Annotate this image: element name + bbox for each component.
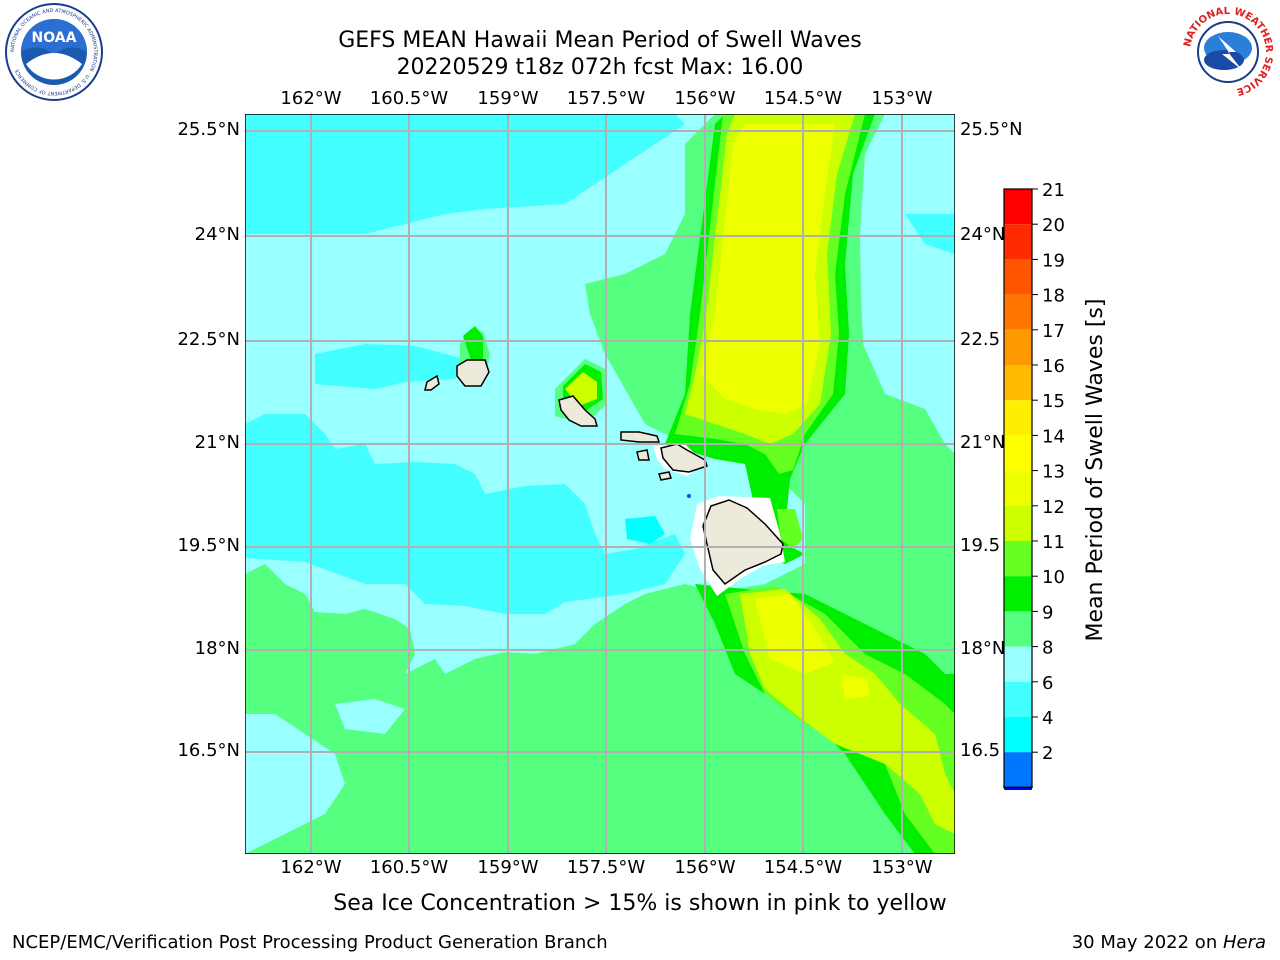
map-gridlines (245, 114, 955, 854)
lat-label: 25.5°N (960, 119, 1023, 140)
island-hawaii (702, 499, 784, 586)
colorbar-tick-label: 20 (1042, 215, 1065, 236)
lon-label: 154.5°W (763, 857, 843, 878)
colorbar-band (1004, 681, 1032, 717)
swell-period-map (245, 114, 955, 854)
lat-label: 19.5°N (177, 535, 240, 556)
colorbar-tick-label: 12 (1042, 497, 1065, 518)
lon-label: 159°W (477, 88, 539, 109)
fill-8-9 (335, 699, 405, 734)
lat-label: 16.5 (960, 740, 1001, 761)
fill-10-11 (463, 326, 483, 366)
colorbar-tick-label: 9 (1042, 602, 1053, 623)
fill-13-14 (840, 674, 870, 699)
lat-label: 24°N (960, 224, 1006, 245)
footer-left: NCEP/EMC/Verification Post Processing Pr… (12, 932, 608, 953)
colorbar-tick-label: 18 (1042, 286, 1065, 307)
lat-label: 19.5 (960, 535, 1001, 556)
lon-label: 156°W (674, 88, 736, 109)
colorbar-band (1004, 365, 1032, 401)
colorbar-tick-label: 10 (1042, 567, 1065, 588)
colorbar-tick-label: 4 (1042, 708, 1053, 729)
lon-label: 162°W (280, 88, 342, 109)
colorbar-band (1004, 259, 1032, 295)
lat-label: 24°N (194, 224, 240, 245)
island-lanai (636, 449, 650, 461)
nws-logo-icon: NATIONAL WEATHER SERVICE (1181, 5, 1275, 99)
footer-date: 30 May 2022 on (1071, 932, 1223, 953)
fill-13-14 (755, 594, 835, 674)
island-molokai (620, 431, 661, 443)
colorbar-band (1004, 189, 1032, 225)
fill-6-8 (315, 344, 465, 389)
colorbar-band (1004, 646, 1032, 682)
colorbar: 21 20 19 18 17 16 15 14 13 12 11 10 9 8 6 4 2 Mean Perio… (1003, 180, 1108, 790)
colorbar-tick-label: 6 (1042, 673, 1053, 694)
lon-label: 156°W (674, 857, 736, 878)
colorbar-tick-label: 2 (1042, 743, 1053, 764)
island-maui (660, 443, 708, 473)
island-niihau (424, 374, 440, 391)
noaa-logo-text: NOAA (32, 30, 77, 46)
lon-label: 153°W (871, 88, 933, 109)
colorbar-tick-label: 19 (1042, 250, 1065, 271)
colorbar-band (1004, 470, 1032, 506)
fill-6-8 (905, 214, 955, 254)
colorbar-band (1004, 329, 1032, 365)
lon-label: 162°W (280, 857, 342, 878)
island-kauai (456, 359, 490, 387)
colorbar-tick-label: 17 (1042, 321, 1065, 342)
island-oahu (558, 395, 598, 427)
colorbar-band (1004, 224, 1032, 260)
colorbar-frame (1003, 188, 1033, 789)
map-subtitle: 20220529 t18z 072h fcst Max: 16.00 (396, 55, 804, 80)
colorbar-label: Mean Period of Swell Waves [s] (1083, 299, 1108, 642)
map-title: GEFS MEAN Hawaii Mean Period of Swell Wa… (338, 28, 862, 53)
lon-label: 157.5°W (566, 88, 646, 109)
sea-ice-caption: Sea Ice Concentration > 15% is shown in … (333, 891, 947, 916)
lon-label: 154.5°W (763, 88, 843, 109)
colorbar-tick-label: 11 (1042, 532, 1065, 553)
lon-label: 160.5°W (369, 88, 449, 109)
fill-4-6 (625, 516, 665, 544)
colorbar-tick-label: 14 (1042, 426, 1065, 447)
colorbar-band (1004, 505, 1032, 541)
colorbar-tick-label: 8 (1042, 638, 1053, 659)
lon-label: 160.5°W (369, 857, 449, 878)
island-kahoolawe (658, 471, 672, 481)
fill-9-10 (245, 564, 715, 854)
colorbar-tick-label: 13 (1042, 462, 1065, 483)
colorbar-tick-label: 15 (1042, 391, 1065, 412)
lat-label: 21°N (194, 432, 240, 453)
lat-label: 21°N (960, 432, 1006, 453)
colorbar-band (1004, 611, 1032, 647)
colorbar-band (1004, 541, 1032, 577)
fill-11-12 (777, 509, 803, 549)
lat-label: 18°N (194, 638, 240, 659)
colorbar-tick-label: 16 (1042, 356, 1065, 377)
fill-6-8 (245, 414, 685, 614)
footer-machine: Hera (1222, 932, 1266, 953)
low-period-spot (687, 494, 691, 498)
footer-right: 30 May 2022 on Hera (1072, 932, 1266, 953)
colorbar-band (1004, 717, 1032, 753)
colorbar-band (1004, 294, 1032, 330)
colorbar-band (1004, 752, 1032, 788)
lat-label: 16.5°N (177, 740, 240, 761)
colorbar-band (1004, 435, 1032, 471)
lon-label: 159°W (477, 857, 539, 878)
lat-label: 18°N (960, 638, 1006, 659)
noaa-logo-icon: NATIONAL OCEANIC AND ATMOSPHERIC ADMINIS… (5, 3, 103, 101)
colorbar-band (1004, 576, 1032, 612)
lon-label: 157.5°W (566, 857, 646, 878)
fill-6-8 (245, 114, 685, 234)
lat-label: 22.5°N (177, 329, 240, 350)
fill-8-9 (245, 774, 285, 854)
lon-label: 153°W (871, 857, 933, 878)
colorbar-band (1004, 400, 1032, 436)
lat-label: 25.5°N (177, 119, 240, 140)
colorbar-tick-label: 21 (1042, 180, 1065, 201)
lat-label: 22.5 (960, 329, 1001, 350)
